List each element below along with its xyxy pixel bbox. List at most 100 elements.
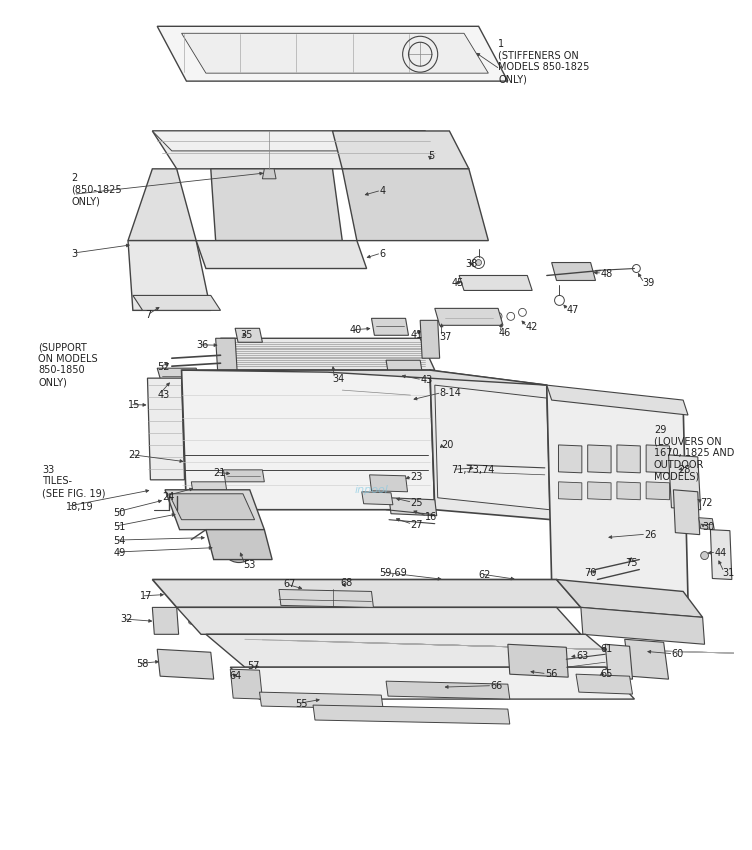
Text: 5: 5 [428,151,434,161]
Polygon shape [157,368,201,385]
Text: 35: 35 [240,331,253,340]
Polygon shape [259,692,384,709]
Text: 51: 51 [114,522,126,532]
Text: 58: 58 [136,660,148,669]
Text: 46: 46 [498,328,511,338]
Polygon shape [153,608,179,634]
Polygon shape [369,475,408,492]
Polygon shape [128,241,211,310]
Text: 43: 43 [157,390,169,400]
Polygon shape [165,490,265,530]
Text: 60: 60 [672,649,684,660]
Polygon shape [206,530,272,559]
Polygon shape [588,445,611,473]
Circle shape [189,591,194,597]
Text: 62: 62 [478,570,491,580]
Polygon shape [262,169,276,178]
Circle shape [189,618,194,625]
Circle shape [440,632,450,643]
Text: 3: 3 [71,248,77,258]
Text: 2
(850-1825
ONLY): 2 (850-1825 ONLY) [71,173,122,206]
Text: 8-14: 8-14 [440,388,462,398]
Text: 21: 21 [214,468,226,478]
Polygon shape [605,644,632,679]
Polygon shape [552,263,596,280]
Text: 6: 6 [379,248,385,258]
Polygon shape [177,608,581,634]
Circle shape [173,496,200,524]
Polygon shape [153,131,440,151]
Polygon shape [157,26,508,81]
Circle shape [179,502,194,518]
Text: 30: 30 [702,522,715,532]
Text: 45: 45 [451,279,464,288]
Text: 54: 54 [114,536,126,546]
Text: 70: 70 [584,568,596,577]
Circle shape [529,618,535,625]
Text: 63: 63 [576,651,588,661]
Polygon shape [206,634,625,667]
Polygon shape [371,319,408,335]
Text: 26: 26 [644,530,656,540]
Polygon shape [673,490,699,535]
Polygon shape [230,669,262,699]
Text: 64: 64 [229,672,241,681]
Text: 41: 41 [411,331,423,340]
Polygon shape [646,445,669,473]
Polygon shape [420,320,440,358]
Polygon shape [556,580,702,617]
Text: 55: 55 [296,699,308,709]
Text: 23: 23 [411,472,423,482]
Circle shape [456,618,462,625]
Polygon shape [279,589,374,608]
Text: 33
TILES-
(SEE FIG. 19): 33 TILES- (SEE FIG. 19) [42,465,106,498]
Text: 37: 37 [440,332,452,343]
Polygon shape [459,275,532,291]
Polygon shape [181,371,435,510]
Polygon shape [220,338,435,371]
Text: 59,69: 59,69 [379,568,407,577]
Text: 29
(LOUVERS ON
1670, 1825 AND
OUTDOOR
MODELS): 29 (LOUVERS ON 1670, 1825 AND OUTDOOR MO… [654,425,734,481]
Circle shape [271,618,277,625]
Text: 20: 20 [441,440,454,450]
Text: 49: 49 [114,547,126,558]
Polygon shape [362,492,393,505]
Polygon shape [386,360,423,378]
Text: 27: 27 [411,519,423,530]
Text: 18,19: 18,19 [65,502,93,512]
Text: 57: 57 [247,661,259,672]
Polygon shape [230,667,635,699]
Polygon shape [508,644,569,677]
Text: 39: 39 [642,279,654,288]
Polygon shape [559,482,582,500]
Polygon shape [669,455,701,510]
Text: 53: 53 [243,559,255,570]
Text: 25: 25 [411,498,423,507]
Circle shape [531,654,539,661]
Text: 7: 7 [146,310,152,320]
Polygon shape [147,378,184,479]
Text: inpool: inpool [354,484,389,495]
Text: 40: 40 [350,326,362,336]
Polygon shape [588,482,611,500]
Polygon shape [216,338,237,371]
Polygon shape [181,371,547,385]
Polygon shape [576,674,632,694]
Text: 56: 56 [545,669,557,679]
Polygon shape [128,169,196,241]
Text: 36: 36 [196,340,208,350]
Text: 72: 72 [701,498,713,507]
Text: 52: 52 [157,362,170,372]
Text: 65: 65 [600,669,613,679]
Polygon shape [547,388,688,599]
Text: 38: 38 [465,258,478,269]
Polygon shape [547,385,688,415]
Text: 22: 22 [128,450,141,460]
Text: 34: 34 [332,374,344,384]
Circle shape [368,618,374,625]
Polygon shape [157,649,214,679]
Circle shape [681,509,686,515]
Polygon shape [211,169,342,241]
Polygon shape [389,498,437,516]
Polygon shape [313,706,510,724]
